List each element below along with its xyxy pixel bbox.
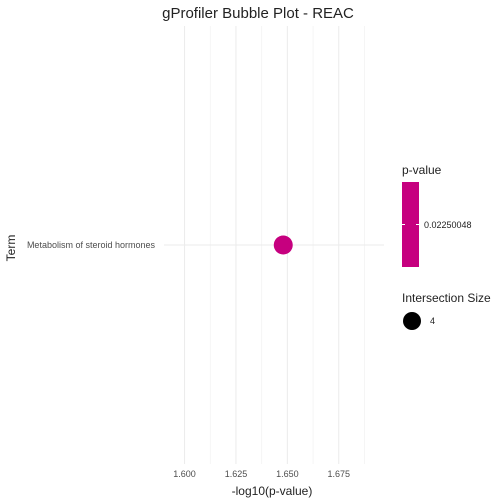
chart-title: gProfiler Bubble Plot - REAC (162, 5, 354, 22)
size-legend-dot (403, 312, 421, 330)
x-tick-label: 1.675 (328, 469, 351, 479)
size-legend-title: Intersection Size (402, 291, 491, 305)
y-axis-ticks: Metabolism of steroid hormones (27, 240, 156, 250)
x-axis-title: -log10(p-value) (232, 484, 313, 498)
color-legend-label: 0.02250048 (424, 220, 472, 230)
x-tick-label: 1.650 (276, 469, 299, 479)
x-tick-label: 1.600 (173, 469, 196, 479)
size-legend: Intersection Size 4 (402, 291, 491, 330)
size-legend-label: 4 (430, 316, 435, 326)
x-tick-label: 1.625 (225, 469, 248, 479)
color-legend-bar (402, 182, 419, 267)
data-points (273, 235, 293, 255)
bubble-point (273, 235, 293, 255)
color-legend-title: p-value (402, 163, 442, 177)
x-axis-ticks: 1.600 1.625 1.650 1.675 (173, 469, 350, 479)
y-axis-title: Term (4, 235, 18, 262)
color-legend: p-value 0.02250048 (402, 163, 472, 267)
y-tick-label: Metabolism of steroid hormones (27, 240, 156, 250)
